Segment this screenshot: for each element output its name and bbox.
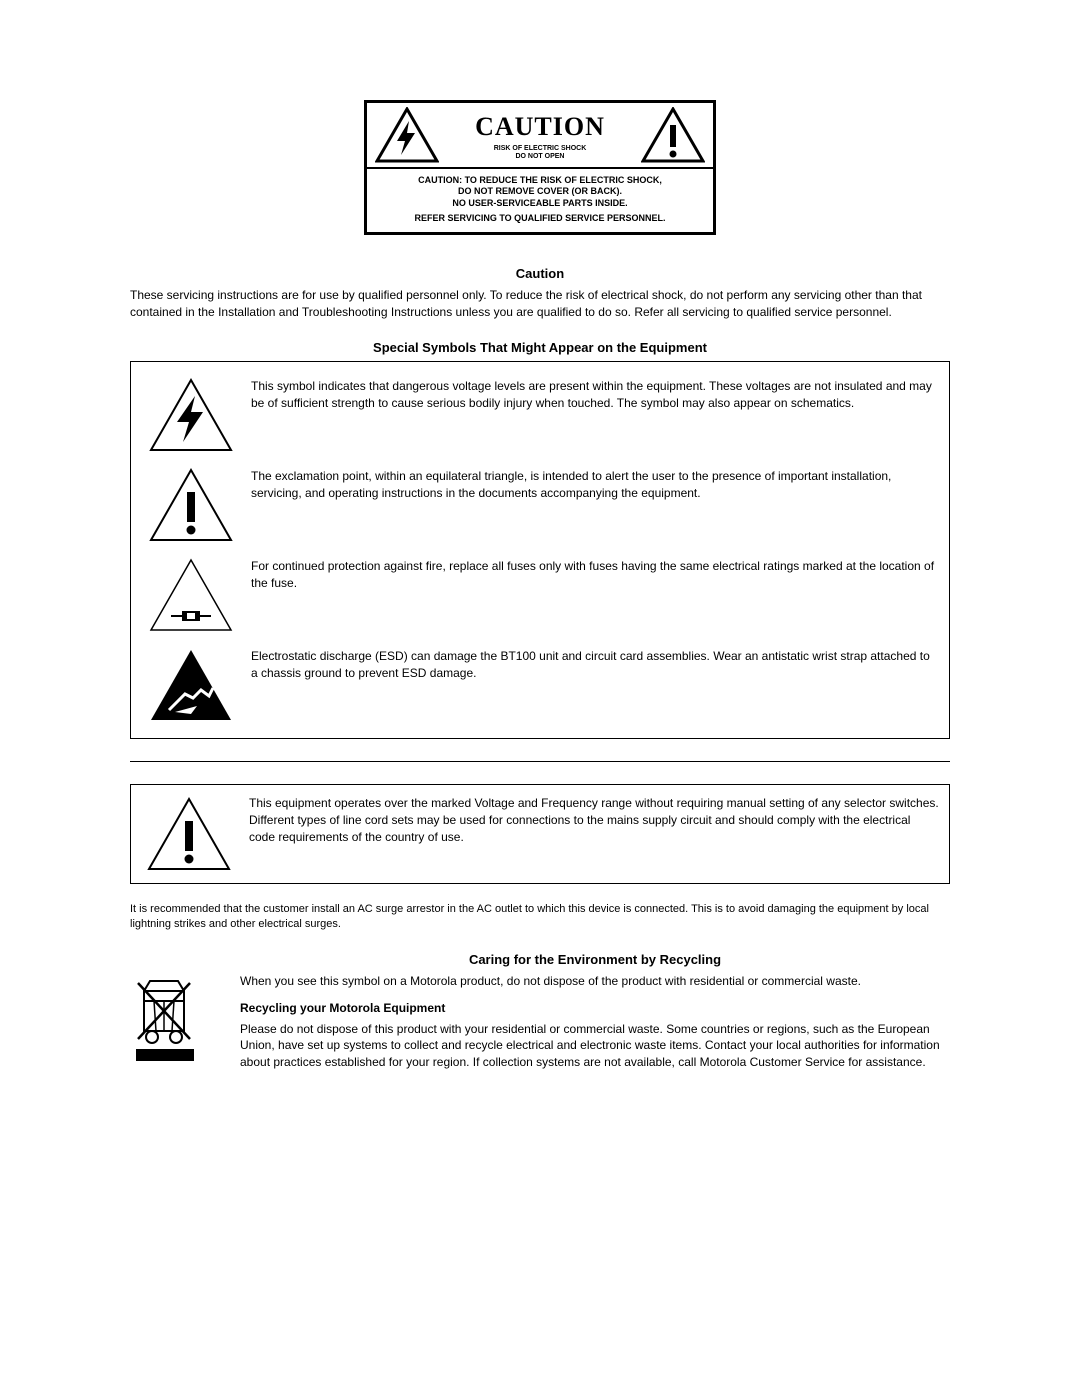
caution-label-box: CAUTION RISK OF ELECTRIC SHOCK DO NOT OP… — [364, 100, 716, 235]
lightning-triangle-icon — [375, 107, 439, 163]
exclamation-triangle-icon — [641, 107, 705, 163]
environment-heading: Caring for the Environment by Recycling — [240, 951, 950, 969]
symbol-row-exclaim: The exclamation point, within an equilat… — [143, 460, 937, 550]
caution-warn-1: CAUTION: TO REDUCE THE RISK OF ELECTRIC … — [375, 175, 705, 186]
exclamation-triangle-icon — [145, 795, 233, 873]
symbol-bolt-text: This symbol indicates that dangerous vol… — [251, 376, 937, 412]
symbol-row-fuse: For continued protection against fire, r… — [143, 550, 937, 640]
lightning-triangle-icon — [147, 376, 235, 454]
voltage-text: This equipment operates over the marked … — [249, 795, 939, 845]
exclamation-triangle-icon — [147, 466, 235, 544]
weee-recycle-icon — [130, 973, 200, 1063]
environment-section: Caring for the Environment by Recycling … — [130, 951, 950, 1071]
symbol-row-bolt: This symbol indicates that dangerous vol… — [143, 370, 937, 460]
symbols-heading: Special Symbols That Might Appear on the… — [130, 339, 950, 357]
caution-warn-3: NO USER-SERVICEABLE PARTS INSIDE. — [375, 198, 705, 209]
caution-warn-4: REFER SERVICING TO QUALIFIED SERVICE PER… — [375, 213, 705, 224]
caution-label-sub2: DO NOT OPEN — [445, 153, 635, 161]
divider — [130, 761, 950, 762]
environment-body: When you see this symbol on a Motorola p… — [240, 973, 950, 990]
caution-label-sub1: RISK OF ELECTRIC SHOCK — [445, 145, 635, 153]
recycling-body: Please do not dispose of this product wi… — [240, 1021, 950, 1071]
caution-label-top: CAUTION RISK OF ELECTRIC SHOCK DO NOT OP… — [367, 103, 713, 169]
voltage-box: This equipment operates over the marked … — [130, 784, 950, 884]
caution-label-bottom: CAUTION: TO REDUCE THE RISK OF ELECTRIC … — [367, 169, 713, 232]
symbol-esd-text: Electrostatic discharge (ESD) can damage… — [251, 646, 937, 682]
symbol-fuse-text: For continued protection against fire, r… — [251, 556, 937, 592]
symbols-box: This symbol indicates that dangerous vol… — [130, 361, 950, 739]
caution-body: These servicing instructions are for use… — [130, 287, 950, 321]
symbol-exclaim-text: The exclamation point, within an equilat… — [251, 466, 937, 502]
caution-warn-2: DO NOT REMOVE COVER (OR BACK). — [375, 186, 705, 197]
caution-heading: Caution — [130, 265, 950, 283]
recycling-title: Recycling your Motorola Equipment — [240, 1000, 950, 1017]
symbol-row-esd: Electrostatic discharge (ESD) can damage… — [143, 640, 937, 730]
esd-triangle-icon — [147, 646, 235, 724]
fuse-triangle-icon — [147, 556, 235, 634]
surge-text: It is recommended that the customer inst… — [130, 902, 950, 933]
caution-label-title: CAUTION — [445, 109, 635, 145]
